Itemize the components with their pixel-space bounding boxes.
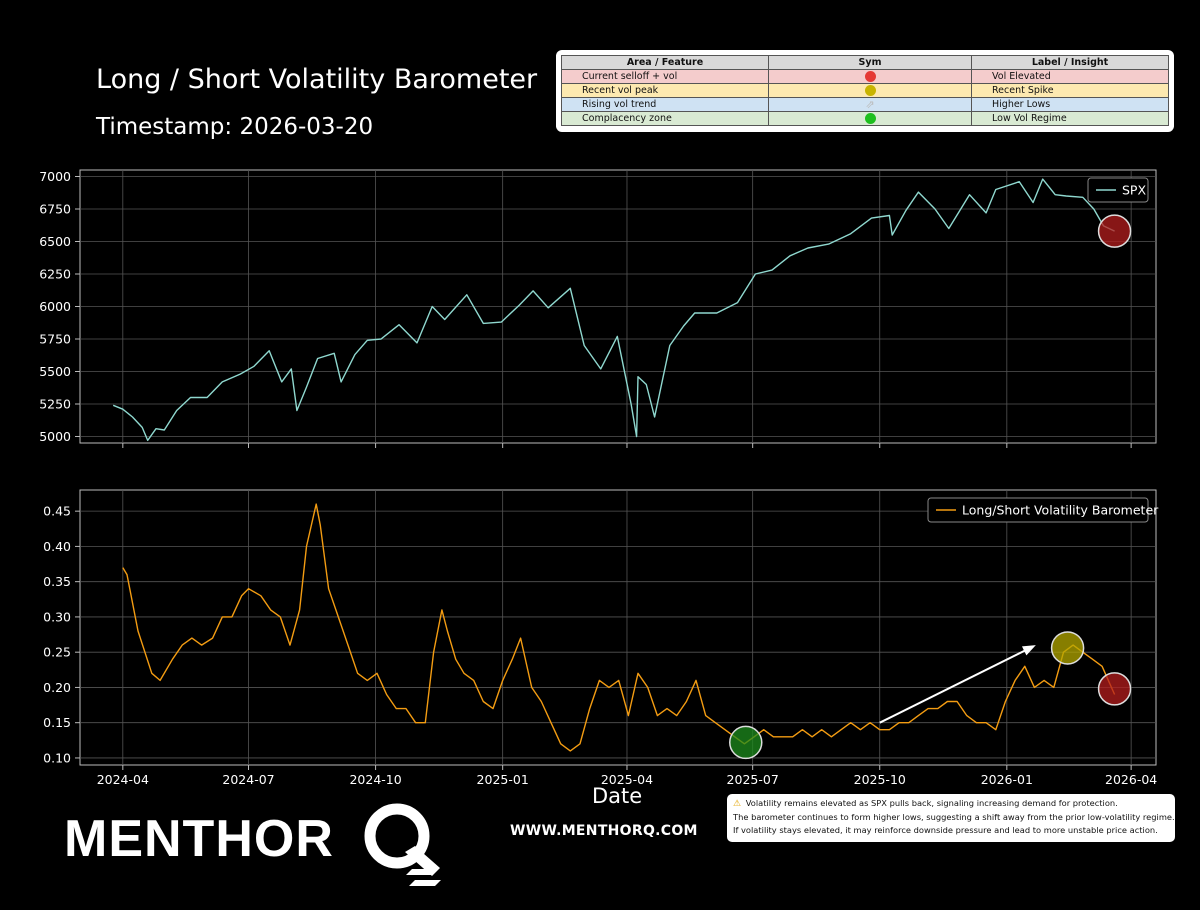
y-tick-label: 0.15 — [43, 715, 71, 730]
x-tick-label: 2026-01 — [981, 772, 1033, 787]
y-tick-label: 5500 — [39, 364, 71, 379]
x-axis-label: Date — [592, 784, 643, 808]
x-tick-label: 2024-10 — [349, 772, 401, 787]
legend-row: Current selloff + vol Vol Elevated — [561, 69, 1169, 84]
y-tick-label: 0.45 — [43, 504, 71, 519]
series-line-barometer — [122, 503, 1116, 752]
y-tick-label: 0.10 — [43, 750, 71, 765]
chart-subtitle: Timestamp: 2026-03-20 — [96, 114, 374, 140]
legend-box — [1087, 177, 1149, 203]
highlight-marker — [1097, 214, 1132, 248]
legend-insight: Low Vol Regime — [971, 111, 1169, 126]
trend-arrow-line — [879, 648, 1029, 724]
commentary-line-3: If volatility stays elevated, it may rei… — [733, 825, 1158, 835]
commentary-line-2: The barometer continues to form higher l… — [733, 812, 1175, 822]
highlight-marker — [729, 725, 763, 760]
x-tick-label: 2024-04 — [97, 772, 149, 787]
y-tick-label: 6500 — [39, 234, 71, 249]
y-tick-label: 6250 — [39, 267, 71, 282]
website-url[interactable]: WWW.MENTHORQ.COM — [510, 823, 698, 839]
legend-row: Complacency zone Low Vol Regime — [561, 111, 1169, 126]
legend-label: Long/Short Volatility Barometer — [962, 503, 1159, 518]
yellow-dot-icon — [864, 85, 876, 96]
legend-label: SPX — [1122, 183, 1146, 198]
warning-icon: ⚠ — [733, 799, 742, 809]
highlight-marker — [1097, 672, 1132, 706]
x-tick-label: 2025-10 — [854, 772, 906, 787]
x-tick-label: 2025-01 — [477, 772, 529, 787]
y-tick-label: 5750 — [39, 332, 71, 347]
y-tick-label: 6000 — [39, 299, 71, 314]
chart-title: Long / Short Volatility Barometer — [96, 64, 538, 95]
trend-arrow-head — [1021, 645, 1036, 656]
y-tick-label: 5250 — [39, 397, 71, 412]
legend-table-grid: Area / Feature Sym Label / Insight Curre… — [561, 55, 1169, 126]
y-tick-label: 0.30 — [43, 609, 71, 624]
x-tick-label: 2025-04 — [601, 772, 653, 787]
y-tick-label: 0.20 — [43, 680, 71, 695]
highlight-marker — [1050, 631, 1085, 665]
y-tick-label: 5000 — [39, 429, 71, 444]
y-tick-label: 7000 — [39, 169, 71, 184]
plot-area-2 — [79, 489, 1157, 766]
x-tick-label: 2024-07 — [222, 772, 274, 787]
green-dot-icon — [864, 113, 876, 124]
y-tick-label: 0.40 — [43, 539, 71, 554]
y-tick-label: 6750 — [39, 202, 71, 217]
x-tick-label: 2026-04 — [1105, 772, 1157, 787]
menthorq-logo: MENTHOR — [64, 803, 441, 886]
commentary-box: ⚠ Volatility remains elevated as SPX pul… — [727, 794, 1175, 842]
legend-row: Rising vol trend ⇗ Higher Lows — [561, 97, 1169, 112]
up-right-arrow-icon: ⇗ — [865, 98, 875, 111]
commentary-line-1: ⚠ Volatility remains elevated as SPX pul… — [733, 798, 1118, 809]
y-tick-label: 0.35 — [43, 574, 71, 589]
series-line-spx — [112, 178, 1115, 442]
red-dot-icon — [864, 71, 876, 82]
svg-text:MENTHOR: MENTHOR — [64, 810, 334, 868]
legend-box — [927, 497, 1149, 523]
legend-table: Area / Feature Sym Label / Insight Curre… — [556, 50, 1174, 132]
y-tick-label: 0.25 — [43, 645, 71, 660]
x-tick-label: 2025-07 — [727, 772, 779, 787]
